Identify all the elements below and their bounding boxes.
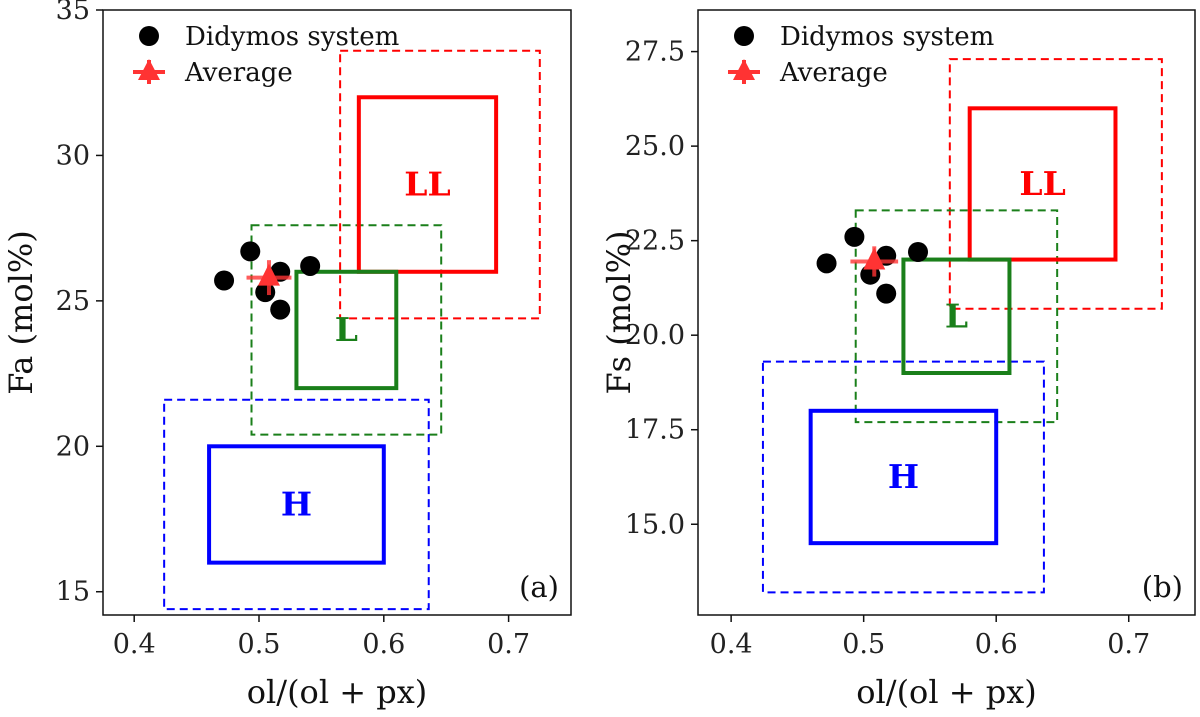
- y-tick-label: 25.0: [625, 131, 685, 162]
- data-point: [908, 242, 929, 262]
- legend-circle-icon: [139, 26, 159, 46]
- x-tick-label: 0.4: [113, 629, 156, 660]
- legend-label-average: Average: [779, 58, 888, 88]
- average-marker: [863, 247, 886, 270]
- axes-frame: [697, 9, 1196, 616]
- region-label-l: L: [945, 296, 968, 335]
- legend-label-didymos: Didymos system: [185, 22, 399, 52]
- y-tick-label: 17.5: [625, 415, 685, 446]
- region-label-ll: LL: [1019, 164, 1065, 203]
- data-point: [844, 226, 865, 247]
- y-tick-label: 25: [56, 286, 90, 317]
- legend-circle-icon: [734, 26, 754, 46]
- x-axis-label: ol/(ol + px): [856, 673, 1036, 711]
- y-tick-label: 22.5: [625, 226, 685, 257]
- region-ll-solid-box: [967, 106, 1118, 262]
- region-extended-dashed-box: [948, 58, 1163, 310]
- legend-label-didymos: Didymos system: [780, 22, 994, 52]
- y-tick-label: 27.5: [625, 37, 685, 68]
- region-extended-dashed-box: [250, 224, 443, 436]
- region-l-solid-box: [294, 269, 399, 391]
- y-axis-label: Fa (mol%): [2, 230, 40, 395]
- region-label-ll: LL: [404, 165, 450, 204]
- data-point: [816, 253, 837, 274]
- legend-label-average: Average: [184, 58, 293, 88]
- x-tick-label: 0.6: [975, 629, 1018, 660]
- region-extended-dashed-box: [339, 49, 541, 320]
- region-h-solid-box: [808, 408, 999, 546]
- y-tick-label: 20.0: [625, 320, 685, 351]
- average-marker: [257, 263, 280, 286]
- region-extended-dashed-box: [163, 398, 430, 611]
- region-extended-dashed-box: [761, 360, 1045, 594]
- region-label-h: H: [888, 457, 919, 496]
- panel-label: (a): [519, 570, 559, 604]
- data-point: [214, 270, 235, 291]
- x-tick-label: 0.7: [487, 629, 530, 660]
- region-ll-solid-box: [356, 95, 499, 274]
- x-tick-label: 0.5: [842, 629, 885, 660]
- data-point: [300, 255, 321, 276]
- region-h-solid-box: [207, 444, 386, 565]
- panel-label: (b): [1142, 570, 1183, 604]
- region-l-solid-box: [901, 257, 1012, 375]
- y-tick-label: 15: [56, 577, 90, 608]
- x-tick-label: 0.5: [238, 629, 281, 660]
- y-tick-label: 20: [56, 431, 90, 462]
- x-tick-label: 0.4: [710, 629, 753, 660]
- y-axis-label: Fs (mol%): [600, 230, 638, 394]
- data-point: [270, 299, 291, 320]
- region-label-l: L: [335, 310, 358, 349]
- data-point: [240, 241, 261, 262]
- x-axis-label: ol/(ol + px): [247, 673, 427, 711]
- y-tick-label: 30: [56, 140, 90, 171]
- legend-triangle-icon: [733, 59, 755, 80]
- legend-triangle-icon: [138, 59, 160, 80]
- legend: Didymos system Average: [133, 22, 399, 88]
- x-tick-label: 0.6: [362, 629, 405, 660]
- region-extended-dashed-box: [854, 209, 1059, 424]
- x-tick-label: 0.7: [1107, 629, 1150, 660]
- region-label-h: H: [281, 484, 312, 523]
- y-tick-label: 35: [56, 0, 90, 26]
- data-point: [876, 283, 897, 304]
- y-tick-label: 15.0: [625, 509, 685, 540]
- axes-frame: [102, 9, 572, 616]
- legend: Didymos system Average: [728, 22, 994, 88]
